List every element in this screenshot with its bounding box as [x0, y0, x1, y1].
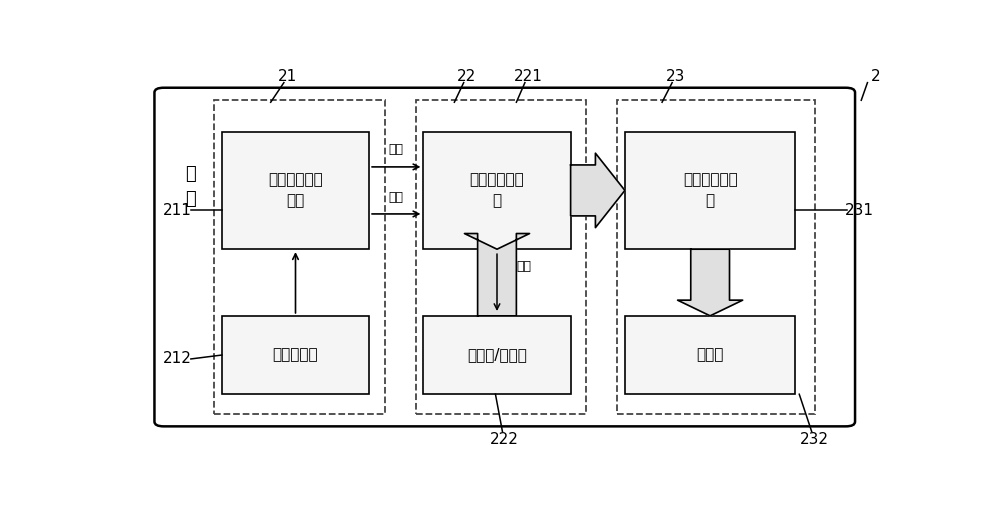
- Bar: [625, 132, 795, 249]
- Text: 显示器: 显示器: [696, 348, 724, 362]
- Bar: [416, 100, 586, 414]
- Text: 211: 211: [163, 203, 192, 217]
- Text: 2: 2: [870, 69, 880, 84]
- Text: 控制: 控制: [516, 260, 531, 273]
- Text: 注册: 注册: [389, 143, 404, 156]
- Text: 231: 231: [845, 203, 874, 217]
- Polygon shape: [678, 249, 743, 316]
- Text: 22: 22: [456, 69, 476, 84]
- Bar: [222, 316, 369, 394]
- Bar: [222, 132, 369, 249]
- Text: 232: 232: [800, 432, 829, 447]
- Bar: [214, 100, 385, 414]
- Text: 21: 21: [278, 69, 297, 84]
- Text: 成像控制子单
元: 成像控制子单 元: [470, 173, 524, 208]
- Text: 221: 221: [514, 69, 542, 84]
- Text: 重力感应器: 重力感应器: [273, 348, 318, 362]
- Bar: [617, 100, 815, 414]
- FancyBboxPatch shape: [154, 88, 855, 427]
- Text: 通知: 通知: [389, 191, 404, 204]
- Text: 212: 212: [163, 351, 192, 366]
- Polygon shape: [571, 153, 625, 228]
- Text: 显示控制子单
元: 显示控制子单 元: [683, 173, 738, 208]
- Bar: [423, 132, 571, 249]
- Bar: [625, 316, 795, 394]
- Text: 摄像头/闪光灯: 摄像头/闪光灯: [467, 348, 527, 362]
- Text: 23: 23: [666, 69, 685, 84]
- Text: 终
端: 终 端: [186, 165, 196, 208]
- Polygon shape: [464, 234, 530, 316]
- Bar: [423, 316, 571, 394]
- Text: 222: 222: [490, 432, 519, 447]
- Text: 传感器控制子
单元: 传感器控制子 单元: [268, 173, 323, 208]
